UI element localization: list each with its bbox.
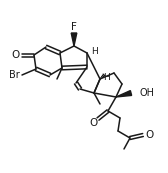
Text: OH: OH [139, 88, 154, 98]
Text: Br: Br [9, 70, 19, 80]
Polygon shape [116, 91, 132, 97]
Text: H: H [104, 72, 110, 81]
Text: O: O [12, 50, 20, 60]
Text: O: O [89, 118, 97, 128]
Polygon shape [71, 33, 77, 46]
Text: H: H [91, 48, 97, 57]
Text: O: O [145, 130, 153, 140]
Text: F: F [71, 22, 77, 32]
